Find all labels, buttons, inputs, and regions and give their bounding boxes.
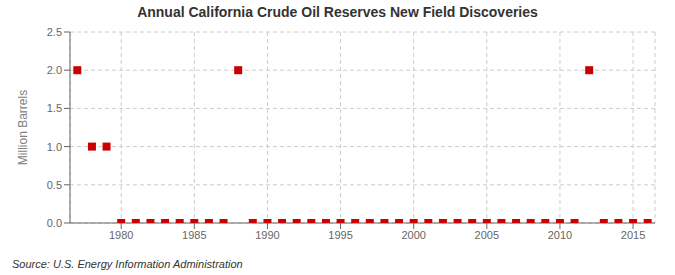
svg-text:1990: 1990	[255, 229, 279, 241]
svg-text:1980: 1980	[109, 229, 133, 241]
svg-text:2005: 2005	[475, 229, 499, 241]
svg-text:2000: 2000	[401, 229, 425, 241]
svg-text:Million Barrels: Million Barrels	[16, 90, 30, 165]
svg-text:1.5: 1.5	[47, 102, 62, 114]
svg-text:0.5: 0.5	[47, 179, 62, 191]
svg-text:2015: 2015	[621, 229, 645, 241]
svg-text:2.0: 2.0	[47, 64, 62, 76]
svg-text:2010: 2010	[548, 229, 572, 241]
svg-text:1995: 1995	[328, 229, 352, 241]
svg-text:0.0: 0.0	[47, 217, 62, 229]
html-text:Annual California Crude Oil Re: Annual California Crude Oil Reserves New…	[137, 4, 538, 20]
svg-text:2.5: 2.5	[47, 26, 62, 38]
html-text:Source: U.S. Energy Informatio: Source: U.S. Energy Information Administ…	[12, 258, 243, 270]
svg-text:1985: 1985	[182, 229, 206, 241]
svg-text:1.0: 1.0	[47, 141, 62, 153]
